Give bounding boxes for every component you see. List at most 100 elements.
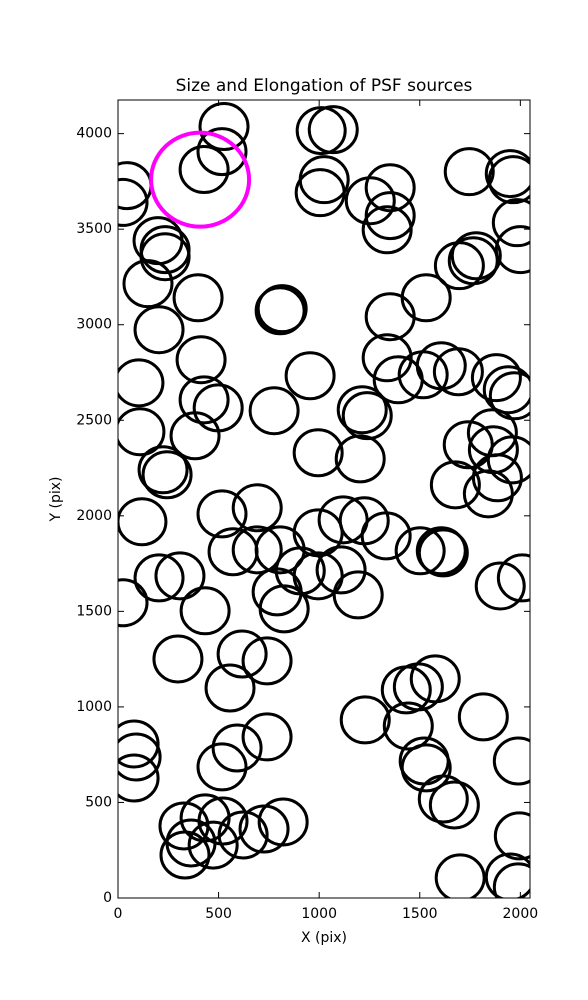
psf-source [443,147,495,197]
psf-source [494,225,530,275]
psf-source [197,796,249,846]
y-tick-label: 2000 [76,508,112,524]
x-tick-label: 1500 [402,906,438,922]
plot-frame [117,99,531,899]
psf-source [292,551,344,601]
highlight-circle [149,130,252,229]
psf-source [360,511,412,561]
psf-source [488,371,530,421]
y-tick-label: 500 [85,794,112,810]
psf-source [433,241,485,291]
plot-area [118,102,530,898]
psf-source [415,526,467,576]
psf-source [493,811,530,861]
y-tick-label: 4000 [76,126,112,142]
psf-source [429,460,481,510]
psf-source [256,284,308,334]
psf-source [394,526,446,576]
psf-source [211,723,263,773]
y-tick-label: 3500 [76,221,112,237]
psf-source [487,155,530,205]
psf-source [141,450,193,500]
x-tick-label: 0 [114,906,123,922]
psf-source [341,391,393,441]
psf-source [361,205,413,255]
psf-source [231,525,283,575]
y-tick-label: 2500 [76,412,112,428]
psf-source [133,553,185,603]
psf-source [484,852,530,898]
psf-source [169,411,221,461]
y-tick-label: 0 [103,890,112,906]
psf-source [122,259,174,309]
psf-source [118,578,149,628]
psf-source [315,545,367,595]
psf-source [344,176,396,226]
psf-source [118,753,160,803]
psf-source [450,231,502,281]
x-tick-label: 1000 [301,906,337,922]
psf-source [217,810,269,860]
psf-source [428,780,480,830]
psf-source [339,695,391,745]
y-tick-label: 1000 [76,699,112,715]
psf-source [361,333,413,383]
psf-source [457,692,509,742]
psf-source [492,736,530,786]
psf-source [139,232,191,282]
psf-source [118,497,168,547]
psf-source [216,629,268,679]
psf-source [492,862,530,898]
psf-source [175,335,227,385]
psf-source [137,445,189,495]
psf-source [486,435,530,485]
psf-source [462,469,514,519]
psf-source [152,634,204,684]
psf-source [196,742,248,792]
psf-source [364,191,416,241]
x-tick-label: 500 [205,906,232,922]
psf-source [482,365,530,415]
psf-source [470,353,522,403]
psf-source [382,701,434,751]
psf-source [409,654,461,704]
psf-source [196,127,248,177]
psf-source [187,820,239,870]
psf-source [196,489,248,539]
psf-source [496,553,530,603]
psf-source [118,719,160,769]
psf-source [417,774,469,824]
chart-title: Size and Elongation of PSF sources [176,76,473,96]
psf-source [133,305,185,355]
psf-source [118,358,165,408]
psf-source [248,386,300,436]
y-tick-label: 3000 [76,317,112,333]
psf-source [118,407,166,457]
psf-source [179,586,231,636]
psf-source [231,483,283,533]
psf-source [336,385,388,435]
psf-source [198,102,250,152]
psf-source [434,853,486,898]
psf-source [204,663,256,713]
psf-source [241,712,293,762]
psf-source [118,177,149,227]
psf-source [432,347,484,397]
psf-source [257,797,309,847]
psf-source [118,732,162,782]
psf-source [172,273,224,323]
psf-source [178,145,230,195]
psf-source [294,168,346,218]
psf-source [178,375,230,425]
psf-source [417,528,469,578]
psf-source [484,149,530,199]
psf-source [254,286,306,336]
x-axis-label: X (pix) [301,930,347,946]
psf-source [284,351,336,401]
x-tick-label: 2000 [503,906,539,922]
y-axis-label: Y (pix) [48,477,64,523]
psf-source [400,743,452,793]
psf-source [334,434,386,484]
psf-source [292,428,344,478]
